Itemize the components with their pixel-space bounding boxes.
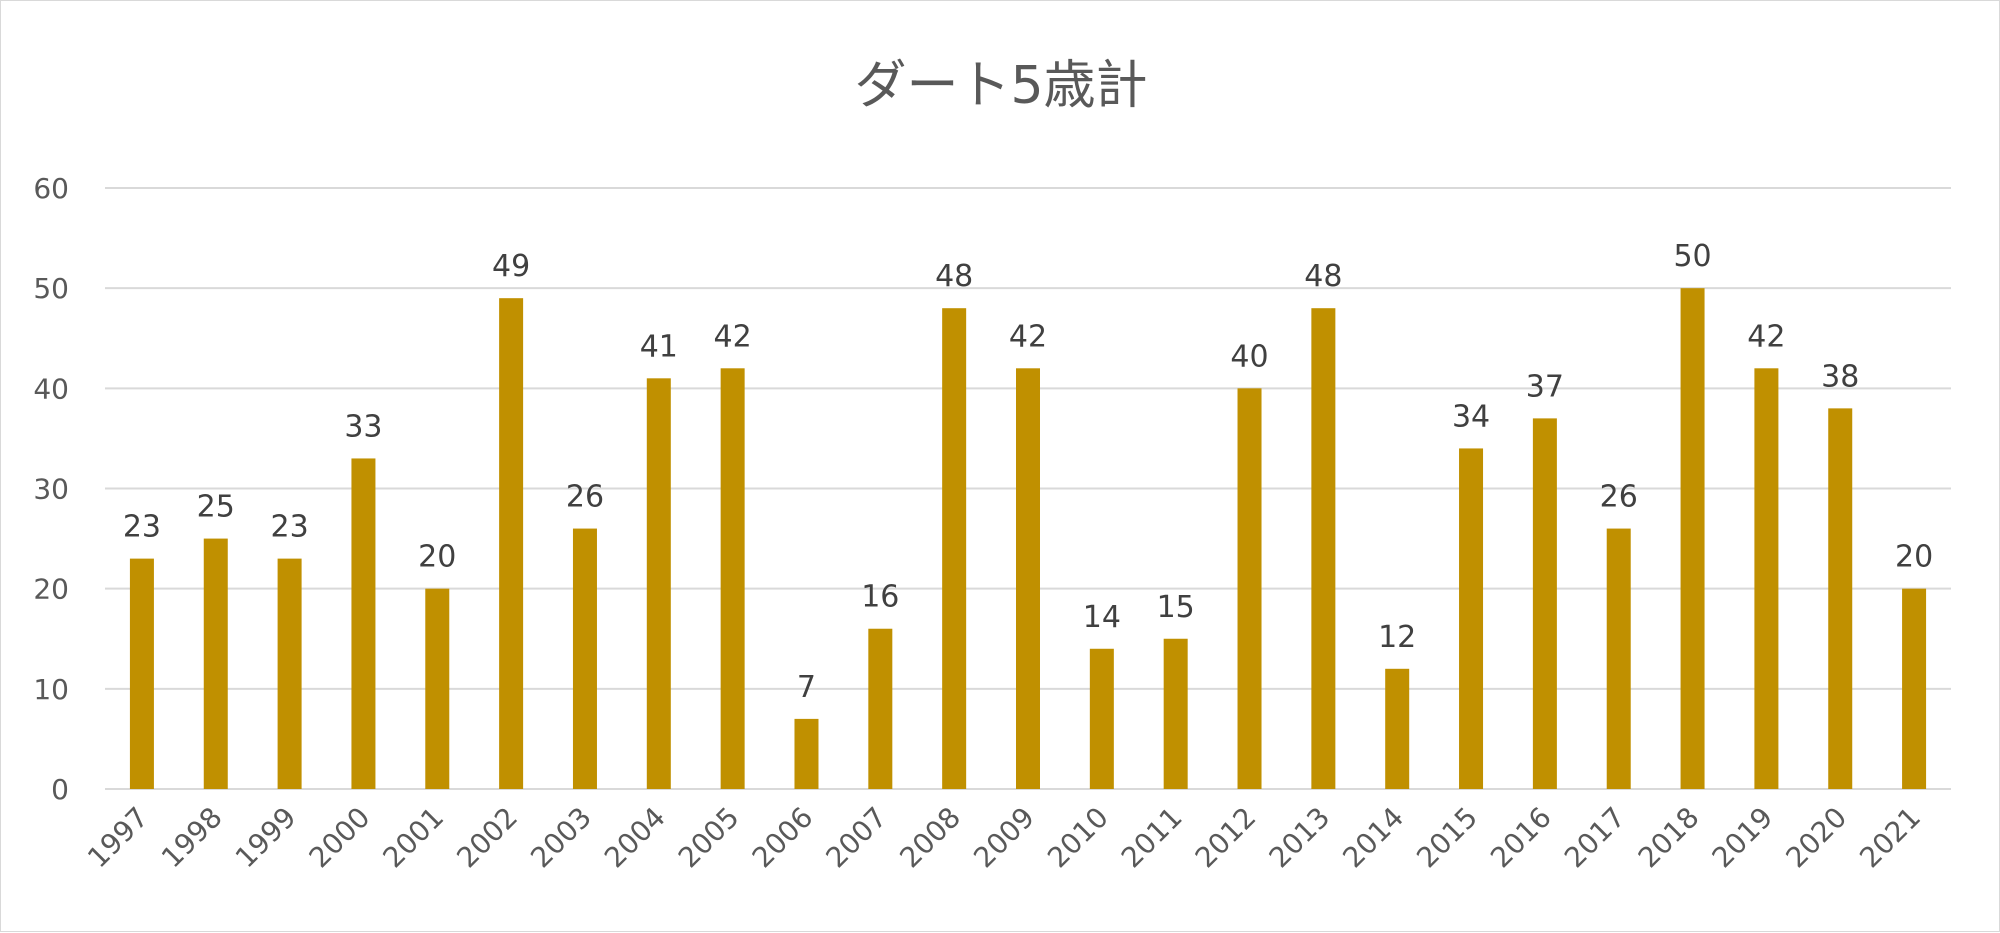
x-tick-label-2002: 2002 bbox=[450, 801, 524, 875]
y-tick-label: 40 bbox=[33, 372, 69, 405]
x-tick-label-2014: 2014 bbox=[1336, 801, 1410, 875]
bar-2003 bbox=[572, 528, 597, 789]
y-axis-ticks: 0 10 20 30 40 50 60 bbox=[33, 172, 69, 806]
data-label-2002: 49 bbox=[492, 249, 530, 284]
data-labels: 23 25 23 33 20 49 26 41 42 7 16 48 42 14 15 40 48 12 34 37 2… bbox=[123, 239, 1933, 705]
data-label-2006: 7 bbox=[797, 670, 816, 705]
x-tick-label-2015: 2015 bbox=[1410, 801, 1484, 875]
x-axis-ticks: 1997 1998 1999 2000 2001 2002 2003 2004 2005 2006… bbox=[81, 801, 1927, 875]
data-label-2018: 50 bbox=[1673, 239, 1711, 274]
bar-2013 bbox=[1311, 308, 1336, 789]
data-label-1998: 25 bbox=[197, 490, 235, 525]
bar-2020 bbox=[1828, 408, 1853, 789]
x-tick-label-2017: 2017 bbox=[1558, 801, 1632, 875]
data-label-2000: 33 bbox=[344, 409, 382, 444]
y-tick-label: 50 bbox=[33, 272, 69, 305]
x-tick-label-2016: 2016 bbox=[1484, 801, 1558, 875]
data-label-2012: 40 bbox=[1230, 339, 1268, 374]
data-label-2013: 48 bbox=[1304, 259, 1342, 294]
bar-2015 bbox=[1459, 448, 1484, 789]
bar-1999 bbox=[277, 558, 302, 789]
bar-2011 bbox=[1163, 638, 1188, 789]
x-tick-label-2018: 2018 bbox=[1632, 801, 1706, 875]
bar-2008 bbox=[942, 308, 967, 789]
x-tick-label-2008: 2008 bbox=[893, 801, 967, 875]
data-label-2021: 20 bbox=[1895, 540, 1933, 575]
x-tick-label-2001: 2001 bbox=[377, 801, 451, 875]
bar-2001 bbox=[425, 588, 450, 789]
data-label-2001: 20 bbox=[418, 540, 456, 575]
x-tick-label-2011: 2011 bbox=[1115, 801, 1189, 875]
data-label-2017: 26 bbox=[1600, 480, 1638, 515]
data-label-1999: 23 bbox=[271, 510, 309, 545]
x-tick-label-2005: 2005 bbox=[672, 801, 746, 875]
data-label-2011: 15 bbox=[1157, 590, 1195, 625]
bar-2006 bbox=[794, 718, 819, 789]
bar-2017 bbox=[1606, 528, 1631, 789]
data-label-2004: 41 bbox=[640, 329, 678, 364]
data-label-2019: 42 bbox=[1747, 319, 1785, 354]
x-tick-label-1997: 1997 bbox=[81, 801, 155, 875]
data-label-2016: 37 bbox=[1526, 369, 1564, 404]
bar-2002 bbox=[499, 298, 524, 789]
bar-2005 bbox=[720, 368, 745, 789]
x-tick-label-2000: 2000 bbox=[303, 801, 377, 875]
x-tick-label-2010: 2010 bbox=[1041, 801, 1115, 875]
data-label-2007: 16 bbox=[861, 580, 899, 615]
y-tick-label: 20 bbox=[33, 573, 69, 606]
bar-2009 bbox=[1016, 368, 1040, 789]
bar-2012 bbox=[1237, 388, 1262, 789]
data-label-2020: 38 bbox=[1821, 359, 1859, 394]
bar-2010 bbox=[1089, 648, 1114, 789]
y-tick-label: 0 bbox=[51, 773, 69, 806]
y-tick-label: 30 bbox=[33, 473, 69, 506]
data-label-2008: 48 bbox=[935, 259, 973, 294]
x-tick-label-2021: 2021 bbox=[1853, 801, 1927, 875]
bar-2021 bbox=[1902, 588, 1927, 789]
x-tick-label-1998: 1998 bbox=[155, 801, 229, 875]
data-label-2015: 34 bbox=[1452, 399, 1490, 434]
data-label-2010: 14 bbox=[1083, 600, 1121, 635]
x-tick-label-2012: 2012 bbox=[1189, 801, 1263, 875]
y-tick-label: 60 bbox=[33, 172, 69, 205]
data-label-2014: 12 bbox=[1378, 620, 1416, 655]
x-tick-label-2013: 2013 bbox=[1263, 801, 1337, 875]
data-label-1997: 23 bbox=[123, 510, 161, 545]
bars bbox=[129, 288, 1927, 789]
bar-1997 bbox=[129, 558, 154, 789]
data-label-2003: 26 bbox=[566, 480, 604, 515]
x-tick-label-2007: 2007 bbox=[820, 801, 894, 875]
x-tick-label-2020: 2020 bbox=[1779, 801, 1853, 875]
bar-2019 bbox=[1754, 368, 1779, 789]
data-label-2005: 42 bbox=[714, 319, 752, 354]
bar-2000 bbox=[351, 458, 376, 789]
x-tick-label-2019: 2019 bbox=[1706, 801, 1780, 875]
chart-title: ダート5歳計 bbox=[854, 56, 1147, 116]
x-tick-label-2006: 2006 bbox=[746, 801, 820, 875]
x-tick-label-2003: 2003 bbox=[524, 801, 598, 875]
x-tick-label-2004: 2004 bbox=[598, 801, 672, 875]
bar-2018 bbox=[1680, 288, 1705, 789]
bar-2016 bbox=[1532, 418, 1557, 789]
x-tick-label-1999: 1999 bbox=[229, 801, 303, 875]
bar-2004 bbox=[646, 378, 671, 789]
bar-1998 bbox=[203, 538, 228, 789]
y-tick-label: 10 bbox=[33, 673, 69, 706]
data-label-2009: 42 bbox=[1009, 319, 1047, 354]
bar-2007 bbox=[868, 628, 893, 789]
bar-2014 bbox=[1385, 668, 1410, 789]
x-tick-label-2009: 2009 bbox=[967, 801, 1041, 875]
